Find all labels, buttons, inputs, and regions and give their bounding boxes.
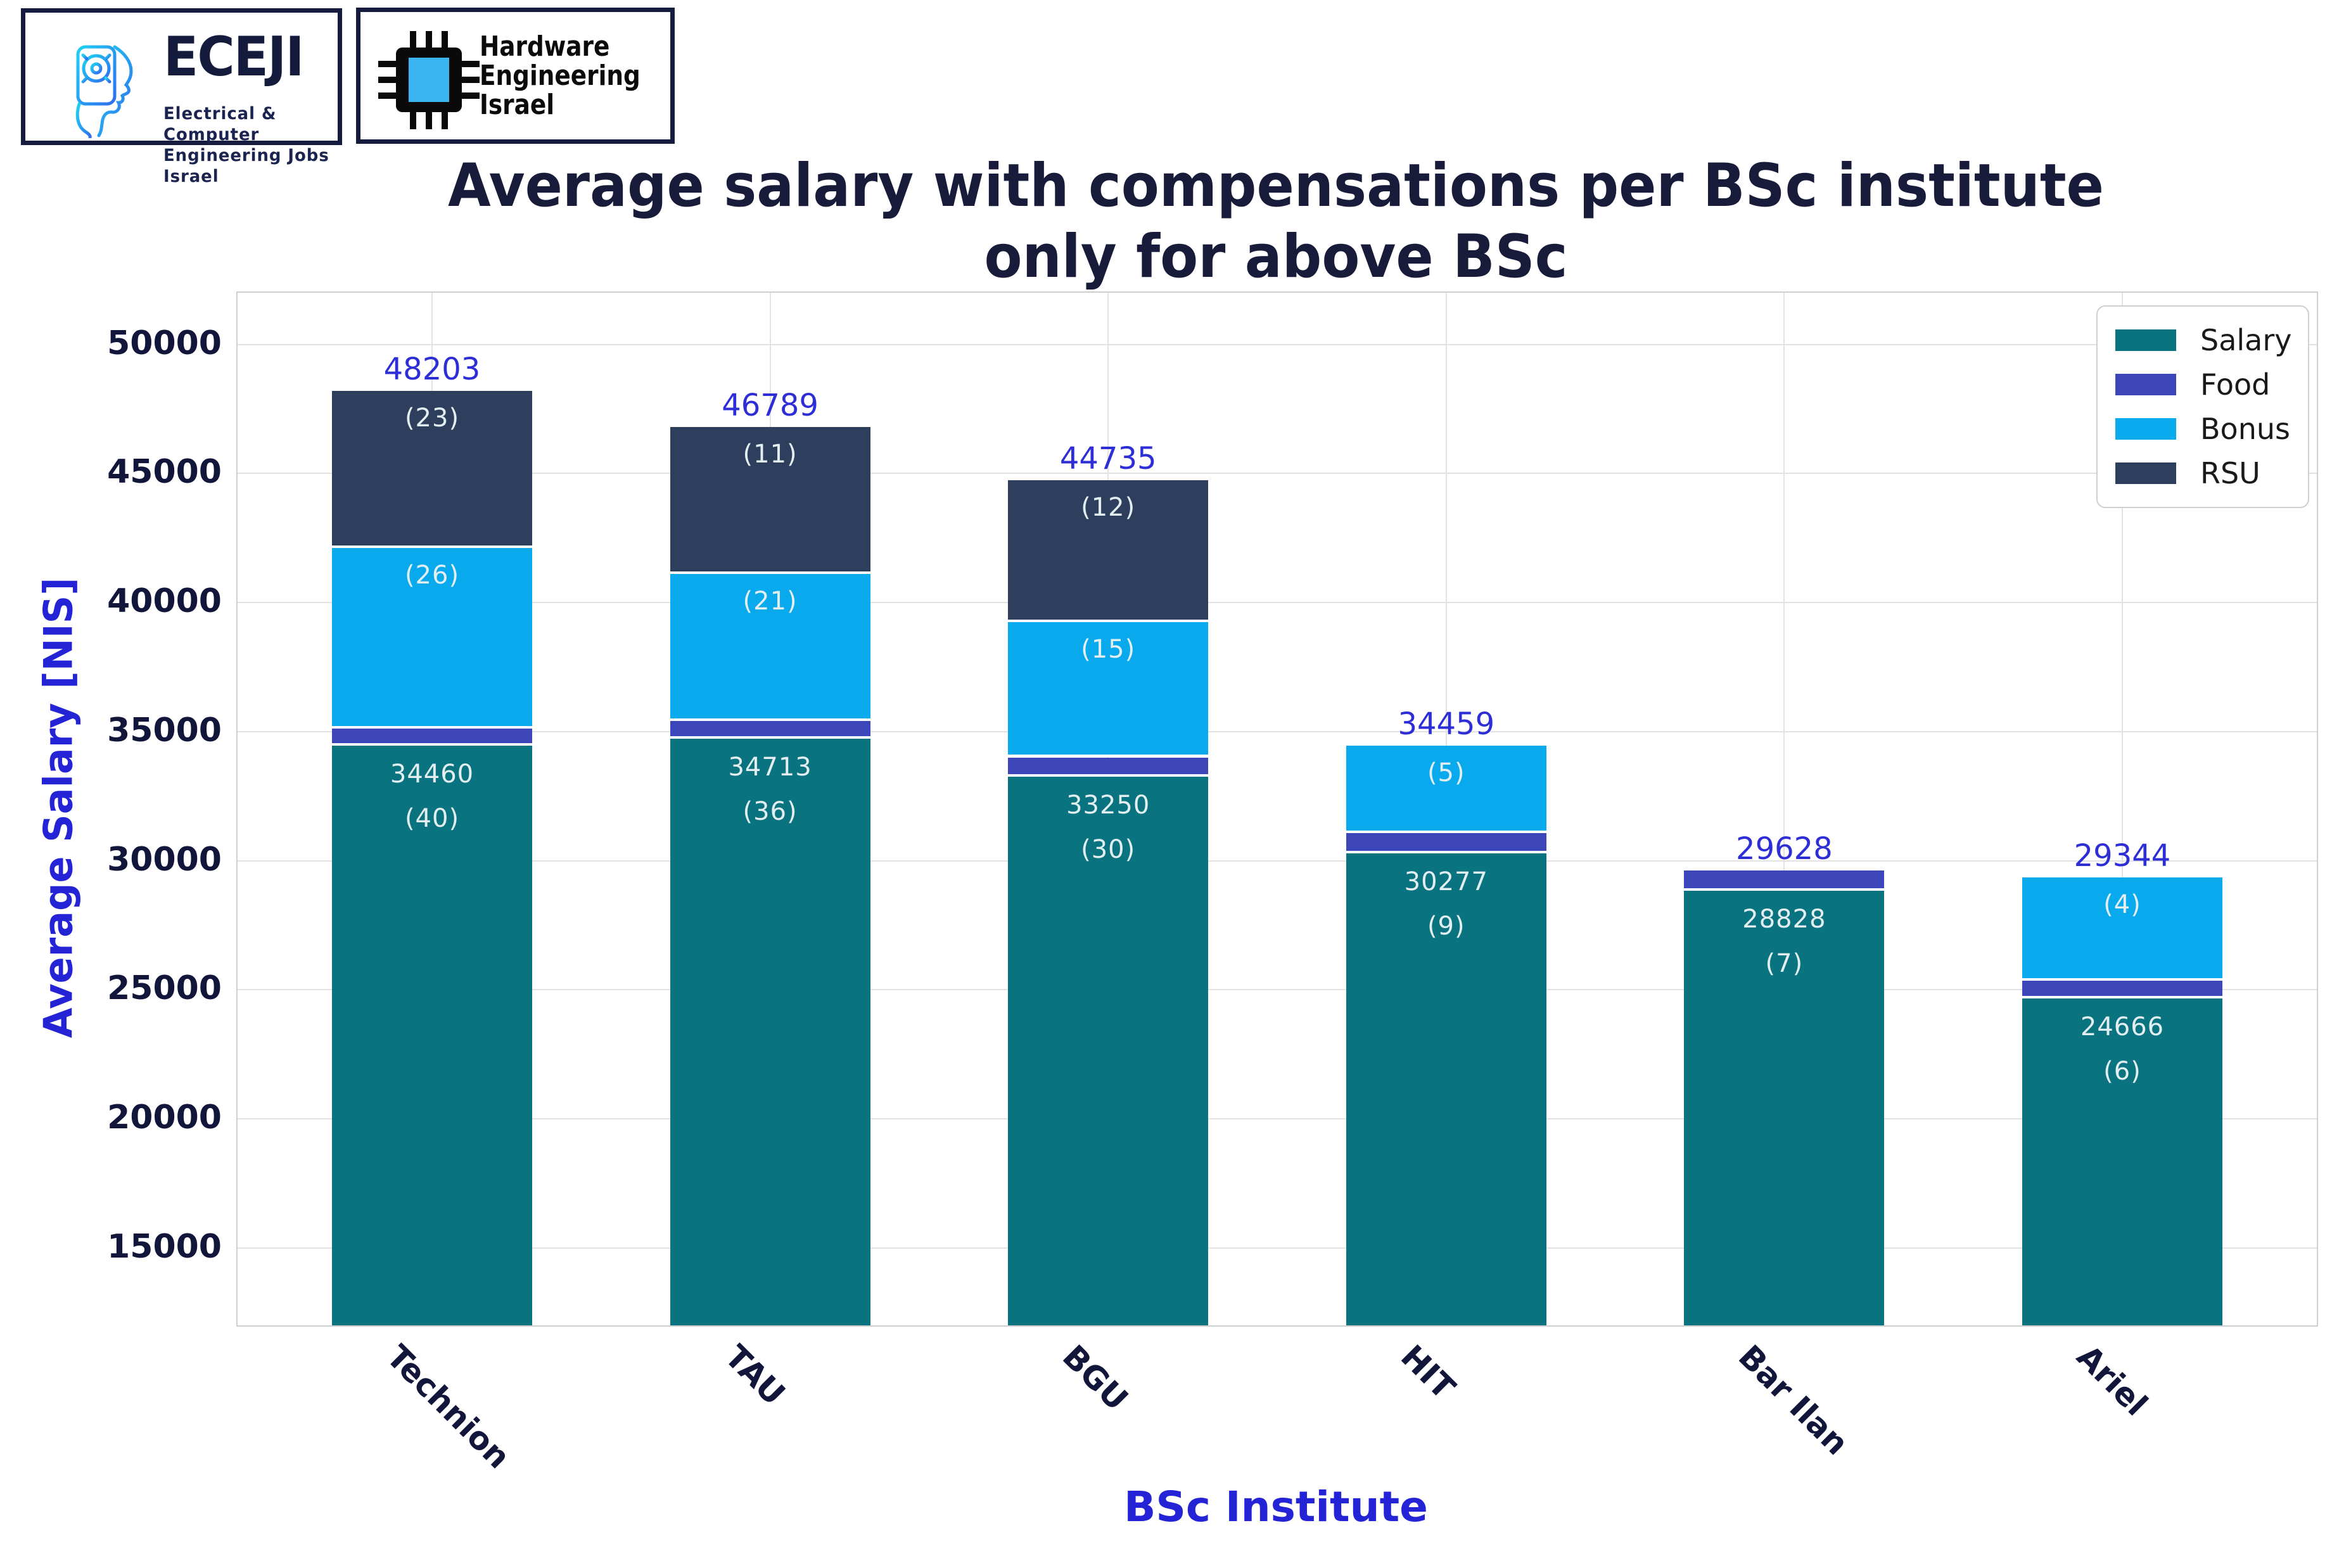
bar-total-label: 29344 [2074, 838, 2171, 874]
bar-total-label: 29628 [1736, 831, 1833, 867]
x-tick-label: TAU [717, 1338, 792, 1413]
chip-icon [378, 31, 480, 129]
chart-title-line1: Average salary with compensations per BS… [448, 151, 2104, 220]
y-tick-label: 35000 [107, 711, 222, 749]
bar-hit-salary [1346, 853, 1546, 1325]
bar-bar-ilan-salary [1684, 891, 1885, 1325]
bar-bgu-bonus [1008, 621, 1209, 758]
legend-swatch-bonus [2115, 418, 2176, 440]
bar-tau-rsu [670, 427, 870, 574]
bar-total-label: 34459 [1398, 706, 1495, 742]
bar-count-label: (30) [1081, 835, 1136, 865]
bar-technion-food [332, 729, 532, 746]
bar-count-label: (4) [2103, 890, 2141, 920]
bar-count-label: (5) [1427, 758, 1465, 787]
bar-ariel-salary [2022, 998, 2222, 1325]
bar-bgu-rsu [1008, 480, 1209, 622]
eceji-subtitle-line1: Electrical & Computer [163, 104, 277, 144]
y-tick-label: 45000 [107, 453, 222, 492]
eceji-subtitle-line2: Engineering Jobs Israel [163, 146, 329, 186]
x-tick-label: Ariel [2069, 1338, 2155, 1424]
eceji-title: ECEJI [163, 25, 304, 89]
gridline-vertical [2122, 293, 2123, 1325]
legend-item: Food [2098, 362, 2308, 407]
bar-technion-rsu [332, 390, 532, 548]
chart-title: Average salary with compensations per BS… [309, 151, 2243, 293]
x-tick-label: HIT [1393, 1338, 1462, 1406]
x-tick-label: BGU [1055, 1338, 1135, 1418]
legend-label: RSU [2200, 456, 2260, 490]
bar-value-label: 24666 [2080, 1012, 2165, 1042]
chart-title-line2: only for above BSc [984, 222, 1568, 291]
legend-swatch-rsu [2115, 462, 2176, 484]
bar-bgu-salary [1008, 777, 1209, 1325]
legend-label: Bonus [2200, 412, 2290, 446]
bar-bgu-food [1008, 757, 1209, 777]
gridline-horizontal [238, 989, 2317, 991]
bar-total-label: 44735 [1059, 441, 1157, 477]
bar-count-label: (15) [1081, 634, 1136, 664]
bar-total-label: 46789 [722, 388, 819, 424]
y-tick-label: 20000 [107, 1099, 222, 1137]
bar-count-label: (36) [742, 797, 798, 827]
hei-line3: Israel [480, 89, 555, 121]
gridline-vertical [1783, 293, 1785, 1325]
bar-count-label: (11) [742, 440, 798, 469]
legend-swatch-salary [2115, 329, 2176, 351]
gridline-horizontal [238, 473, 2317, 475]
x-axis-title: BSc Institute [1124, 1482, 1428, 1531]
legend-item: Bonus [2098, 407, 2308, 451]
bar-hit-bonus [1346, 745, 1546, 833]
y-tick-label: 15000 [107, 1227, 222, 1266]
bar-count-label: (23) [404, 403, 460, 433]
eceji-logo: ECEJI Electrical & Computer Engineering … [21, 8, 342, 186]
bar-count-label: (6) [2103, 1056, 2141, 1086]
legend-label: Food [2200, 367, 2271, 402]
eceji-head-gear-icon [61, 31, 133, 138]
bar-count-label: (7) [1765, 949, 1804, 979]
x-tick-label: Bar Ilan [1731, 1338, 1856, 1462]
bar-ariel-bonus [2022, 877, 2222, 981]
hei-line2: Engineering [480, 60, 640, 92]
legend-item: RSU [2098, 451, 2308, 495]
bar-value-label: 34460 [390, 759, 475, 789]
bar-technion-salary [332, 745, 532, 1325]
bar-total-label: 48203 [383, 351, 481, 387]
bar-value-label: 28828 [1742, 905, 1826, 934]
y-tick-label: 25000 [107, 969, 222, 1008]
bar-hit-food [1346, 832, 1546, 854]
bar-count-label: (9) [1427, 912, 1465, 941]
hardware-engineering-israel-logo: Hardware Engineering Israel [356, 8, 675, 144]
gridline-horizontal [238, 343, 2317, 345]
bar-count-label: (12) [1081, 493, 1136, 523]
bar-ariel-food [2022, 981, 2222, 998]
gridline-horizontal [238, 730, 2317, 732]
bar-count-label: (21) [742, 586, 798, 616]
bar-tau-salary [670, 739, 870, 1325]
plot-area: 34460 (40) (26) (23) 48203 34713 (36) (21) (11) 4… [236, 291, 2318, 1327]
y-tick-label: 40000 [107, 582, 222, 620]
legend-swatch-food [2115, 374, 2176, 395]
hei-line1: Hardware [480, 30, 610, 63]
bar-bar-ilan-food [1684, 870, 1885, 891]
y-tick-label: 30000 [107, 840, 222, 879]
legend-label: Salary [2200, 323, 2292, 357]
y-tick-label: 50000 [107, 324, 222, 362]
gridline-horizontal [238, 602, 2317, 603]
bar-value-label: 30277 [1404, 867, 1488, 897]
bar-tau-food [670, 720, 870, 739]
bar-technion-bonus [332, 547, 532, 729]
legend: Salary Food Bonus RSU [2096, 305, 2309, 508]
bar-count-label: (40) [404, 803, 460, 833]
gridline-horizontal [238, 1118, 2317, 1119]
bar-count-label: (26) [404, 560, 460, 590]
x-tick-label: Technion [379, 1338, 518, 1476]
bar-value-label: 34713 [728, 753, 812, 782]
gridline-horizontal [238, 860, 2317, 862]
legend-item: Salary [2098, 318, 2308, 362]
gridline-horizontal [238, 1247, 2317, 1249]
bar-tau-bonus [670, 573, 870, 721]
bar-value-label: 33250 [1066, 791, 1150, 820]
